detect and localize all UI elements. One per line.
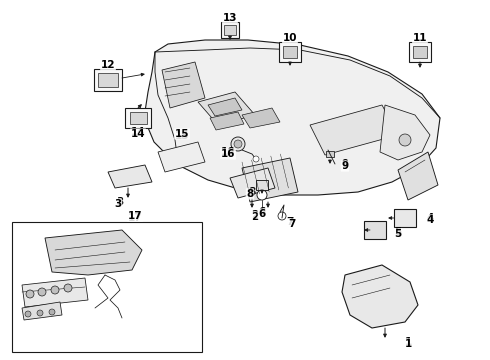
Bar <box>224 25 236 35</box>
Text: 9: 9 <box>342 159 348 169</box>
Circle shape <box>253 156 259 162</box>
Text: 10: 10 <box>283 33 297 43</box>
Text: 1: 1 <box>404 339 412 349</box>
Text: 8: 8 <box>246 189 254 199</box>
Polygon shape <box>162 62 205 108</box>
Text: 15: 15 <box>175 131 189 141</box>
Polygon shape <box>108 165 152 188</box>
Text: 13: 13 <box>223 13 237 23</box>
Polygon shape <box>198 92 255 125</box>
Polygon shape <box>242 158 298 202</box>
Text: 7: 7 <box>288 219 295 229</box>
Polygon shape <box>230 168 275 198</box>
Polygon shape <box>380 105 430 160</box>
Bar <box>256 180 268 190</box>
Text: 5: 5 <box>394 227 402 237</box>
Text: 10: 10 <box>283 33 297 43</box>
Polygon shape <box>242 108 280 128</box>
Bar <box>326 151 334 157</box>
Bar <box>12 222 202 352</box>
Text: 3: 3 <box>114 199 122 209</box>
Polygon shape <box>398 152 438 200</box>
Circle shape <box>399 134 411 146</box>
Text: 11: 11 <box>413 33 427 43</box>
Text: 6: 6 <box>258 209 266 219</box>
Circle shape <box>37 310 43 316</box>
Bar <box>413 46 427 58</box>
Circle shape <box>278 212 286 220</box>
Circle shape <box>64 284 72 292</box>
Bar <box>279 42 301 62</box>
Circle shape <box>257 190 267 200</box>
Bar <box>394 209 416 227</box>
Text: 14: 14 <box>131 129 146 139</box>
Circle shape <box>49 309 55 315</box>
Bar <box>94 69 122 91</box>
Text: 13: 13 <box>223 13 237 23</box>
Text: 3: 3 <box>116 197 123 207</box>
Text: 8: 8 <box>248 187 256 197</box>
Text: 5: 5 <box>394 229 402 239</box>
Circle shape <box>51 286 59 294</box>
Text: 16: 16 <box>221 149 235 159</box>
Bar <box>409 42 431 62</box>
Circle shape <box>38 288 46 296</box>
Text: 11: 11 <box>413 33 427 43</box>
Polygon shape <box>22 278 88 307</box>
Text: 15: 15 <box>175 129 189 139</box>
Polygon shape <box>310 105 398 155</box>
Text: 16: 16 <box>221 147 235 157</box>
Text: 7: 7 <box>286 217 294 227</box>
Text: 14: 14 <box>131 127 146 137</box>
Text: 12: 12 <box>101 60 115 70</box>
Polygon shape <box>144 40 440 195</box>
Text: 17: 17 <box>128 213 142 223</box>
Text: 1: 1 <box>404 337 412 347</box>
Bar <box>98 73 118 87</box>
Text: 6: 6 <box>258 207 266 217</box>
Text: 4: 4 <box>426 215 434 225</box>
Text: 17: 17 <box>128 211 142 221</box>
Polygon shape <box>158 142 205 172</box>
Bar <box>283 46 297 58</box>
Bar <box>129 112 147 124</box>
Circle shape <box>234 140 242 148</box>
Circle shape <box>231 137 245 151</box>
Text: 2: 2 <box>251 210 259 220</box>
Text: 2: 2 <box>251 212 259 222</box>
Polygon shape <box>208 98 242 116</box>
Bar <box>125 108 150 128</box>
Polygon shape <box>45 230 142 275</box>
Polygon shape <box>210 112 244 130</box>
Text: 4: 4 <box>426 213 434 223</box>
Polygon shape <box>342 265 418 328</box>
Polygon shape <box>22 302 62 320</box>
Circle shape <box>26 290 34 298</box>
Circle shape <box>25 311 31 317</box>
Text: 9: 9 <box>342 161 348 171</box>
Bar <box>364 221 386 239</box>
Bar <box>221 22 239 38</box>
Text: 12: 12 <box>101 60 115 70</box>
